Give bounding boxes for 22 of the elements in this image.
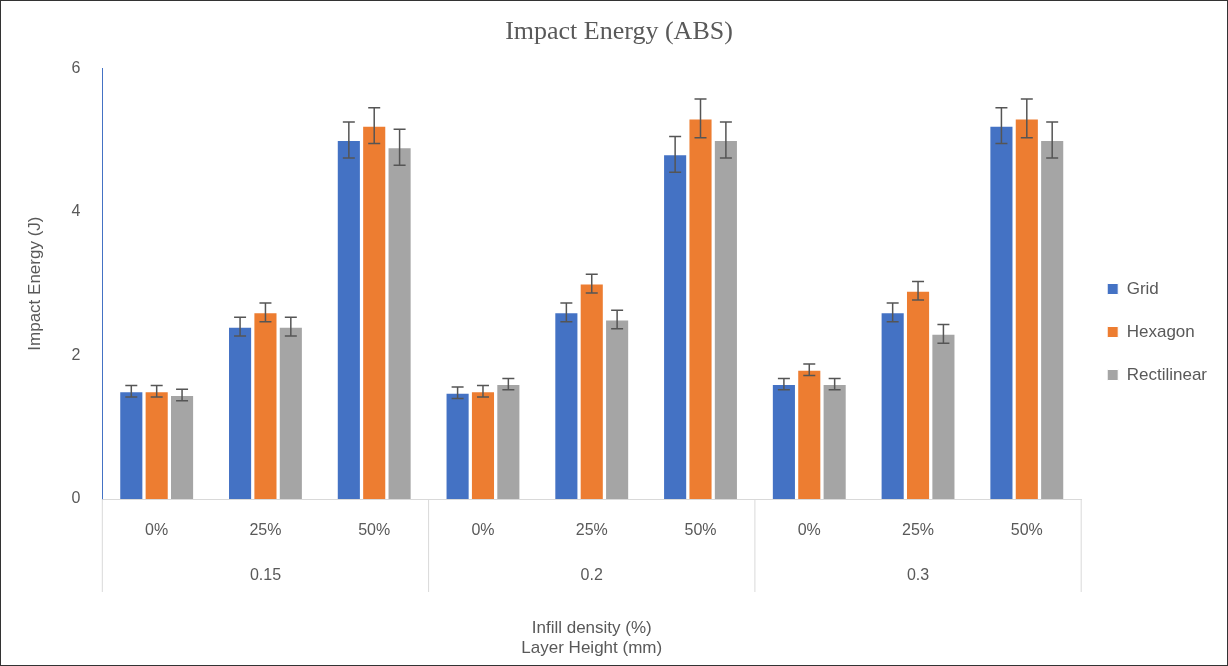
y-tick-label: 0 <box>71 489 81 507</box>
x-tick-label: 0% <box>797 521 821 539</box>
text: 0.15 <box>249 566 282 584</box>
x-axis-title: Infill density (%) Layer Height (mm) <box>521 618 663 658</box>
x-tick-label: 0% <box>145 521 169 539</box>
x-tick-label: 25% <box>249 521 282 539</box>
x-tick-label: 25% <box>902 521 935 539</box>
legend-label: Rectilinear <box>1126 364 1208 384</box>
legend-label: Grid <box>1126 278 1159 298</box>
text: 0.2 <box>580 566 603 584</box>
x-tick-label: 0% <box>471 521 495 539</box>
x-tick-label: 25% <box>575 521 608 539</box>
x-tick-label: 50% <box>684 521 717 539</box>
legend-label: Hexagon <box>1126 321 1195 341</box>
x-tick-label: 50% <box>358 521 391 539</box>
y-axis-title: Impact Energy (J) <box>24 216 44 351</box>
y-tick-label: 2 <box>71 345 81 363</box>
chart-title: Impact Energy (ABS) <box>505 16 733 46</box>
text: 0.3 <box>906 566 930 584</box>
y-tick-label: 4 <box>71 202 81 220</box>
x-tick-label: 50% <box>1010 521 1043 539</box>
y-tick-label: 6 <box>71 58 81 76</box>
